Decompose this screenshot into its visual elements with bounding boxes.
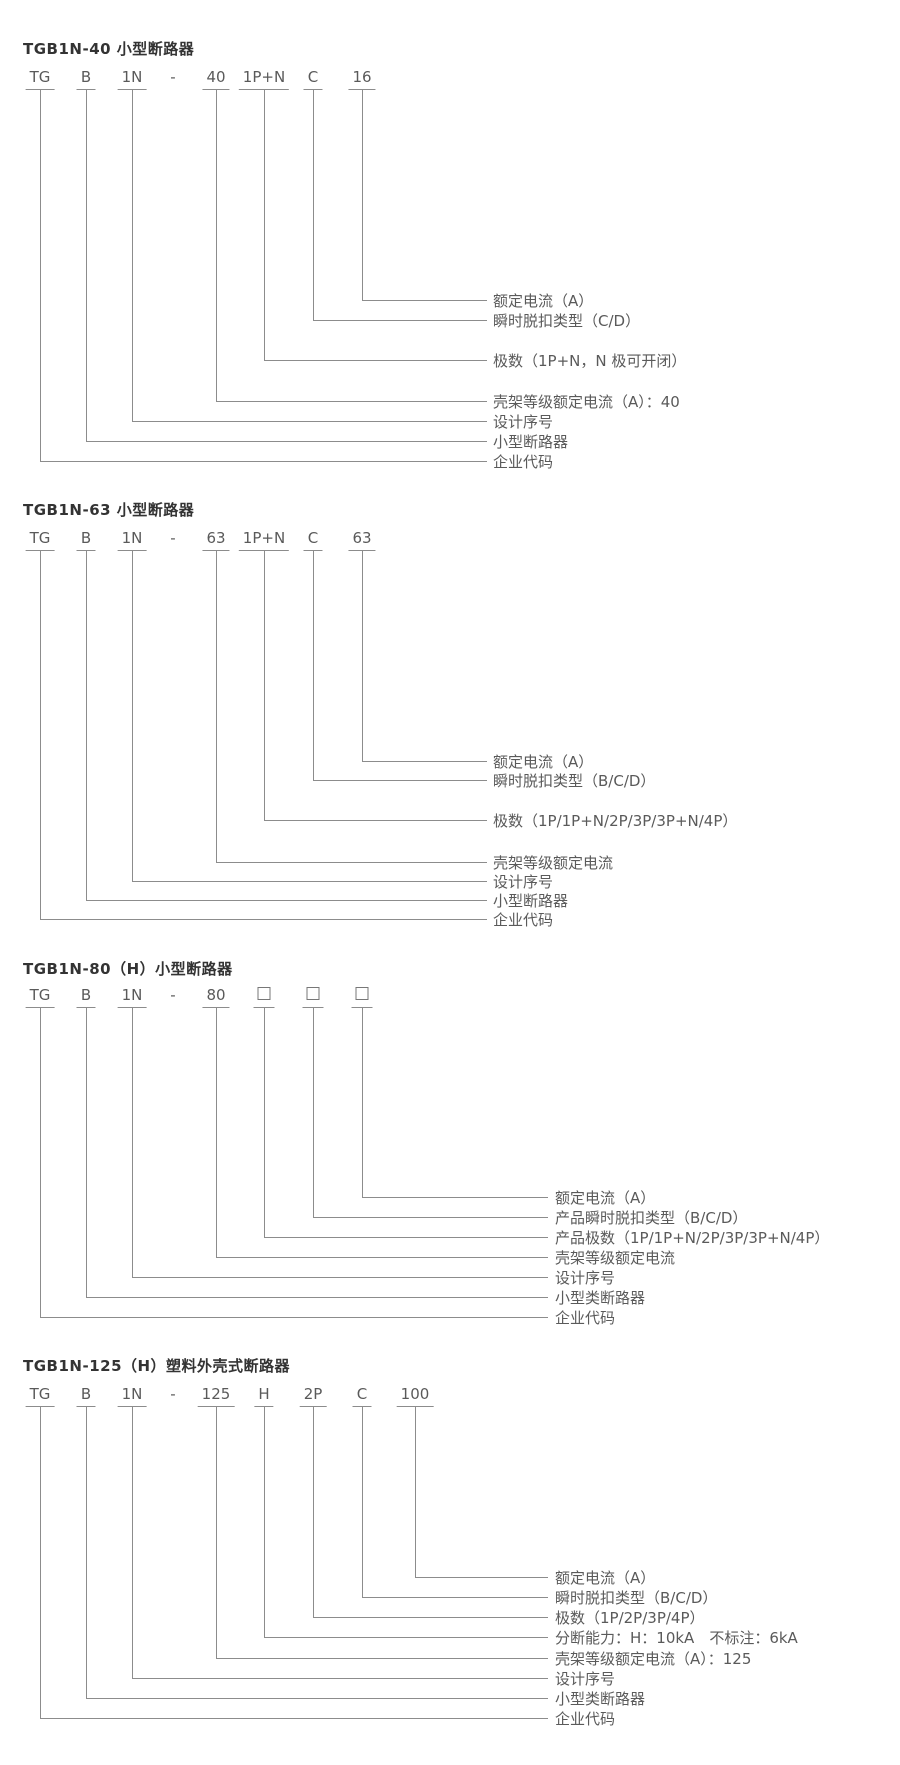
code-segment: 63 <box>348 528 376 551</box>
spec-label: 企业代码 <box>493 911 554 929</box>
section-title: TGB1N-125（H）塑料外壳式断路器 <box>23 1357 291 1375</box>
placeholder-box-icon <box>257 987 271 1000</box>
connector-line <box>132 551 487 882</box>
code-segment: TG <box>25 528 55 551</box>
connector-line <box>216 1008 548 1258</box>
connector-line <box>313 1407 548 1618</box>
code-segment: TG <box>25 67 55 90</box>
code-segment: B <box>76 67 96 90</box>
spec-label: 额定电流（A） <box>493 753 594 771</box>
spec-label: 产品极数（1P/1P+N/2P/3P/3P+N/4P） <box>555 1229 830 1247</box>
code-segment: C <box>303 67 323 90</box>
spec-label: 额定电流（A） <box>555 1569 656 1587</box>
spec-label: 设计序号 <box>493 873 554 891</box>
code-segment: 2P <box>299 1384 327 1407</box>
connector-line <box>86 90 487 442</box>
spec-label: 极数（1P+N，N 极可开闭） <box>493 352 687 370</box>
code-segment: H <box>254 1384 274 1407</box>
code-segment: C <box>303 528 323 551</box>
spec-label: 小型断路器 <box>493 433 569 451</box>
connector-line <box>216 1407 548 1659</box>
section-title: TGB1N-63 小型断路器 <box>23 501 195 519</box>
spec-label: 极数（1P/1P+N/2P/3P/3P+N/4P） <box>493 812 738 830</box>
spec-label: 壳架等级额定电流 <box>493 854 614 872</box>
code-segment: 40 <box>202 67 230 90</box>
code-segment: 1P+N <box>238 67 290 90</box>
connector-line <box>86 1407 548 1699</box>
section-title: TGB1N-80（H）小型断路器 <box>23 960 233 978</box>
code-segment: 16 <box>348 67 376 90</box>
code-segment: 1N <box>117 528 147 551</box>
code-segment: 1N <box>117 67 147 90</box>
spec-label: 额定电流（A） <box>493 292 594 310</box>
spec-label: 极数（1P/2P/3P/4P） <box>555 1609 705 1627</box>
code-segment: 1N <box>117 1384 147 1407</box>
spec-label: 小型类断路器 <box>555 1289 646 1307</box>
spec-label: 瞬时脱扣类型（C/D） <box>493 312 641 330</box>
placeholder-box-icon <box>306 987 320 1000</box>
code-segment: 1N <box>117 985 147 1008</box>
spec-label: 设计序号 <box>493 413 554 431</box>
connector-line <box>264 1008 548 1238</box>
code-segment: 125 <box>197 1384 235 1407</box>
placeholder-box-icon <box>355 987 369 1000</box>
connector-line <box>86 551 487 901</box>
spec-label: 壳架等级额定电流 <box>555 1249 676 1267</box>
code-segment: - <box>170 68 176 86</box>
connector-line <box>40 551 487 920</box>
spec-label: 设计序号 <box>555 1269 616 1287</box>
spec-label: 设计序号 <box>555 1670 616 1688</box>
connector-line <box>362 551 487 762</box>
code-segment: 63 <box>202 528 230 551</box>
spec-label: 小型断路器 <box>493 892 569 910</box>
spec-label: 分断能力：H：10kA 不标注：6kA <box>555 1629 798 1647</box>
spec-label: 产品瞬时脱扣类型（B/C/D） <box>555 1209 748 1227</box>
code-segment <box>253 985 275 1008</box>
code-segment: - <box>170 986 176 1004</box>
code-segment: 100 <box>396 1384 434 1407</box>
code-segment: C <box>352 1384 372 1407</box>
connector-line <box>86 1008 548 1298</box>
code-segment: - <box>170 1385 176 1403</box>
connector-line <box>132 90 487 422</box>
spec-label: 企业代码 <box>555 1710 616 1728</box>
spec-label: 壳架等级额定电流（A）：125 <box>555 1650 752 1668</box>
connector-line <box>415 1407 548 1578</box>
connector-line <box>313 1008 548 1218</box>
section-title: TGB1N-40 小型断路器 <box>23 40 195 58</box>
code-segment <box>351 985 373 1008</box>
connector-line <box>362 1407 548 1598</box>
connector-line <box>362 90 487 301</box>
code-segment: TG <box>25 985 55 1008</box>
code-segment: B <box>76 1384 96 1407</box>
connector-line <box>40 1008 548 1318</box>
spec-label: 壳架等级额定电流（A）：40 <box>493 393 680 411</box>
code-segment: B <box>76 985 96 1008</box>
connector-line <box>362 1008 548 1198</box>
code-segment: TG <box>25 1384 55 1407</box>
connector-line <box>132 1008 548 1278</box>
connector-line <box>313 551 487 781</box>
spec-label: 企业代码 <box>555 1309 616 1327</box>
code-segment: 80 <box>202 985 230 1008</box>
spec-label: 小型类断路器 <box>555 1690 646 1708</box>
connector-line <box>264 90 487 361</box>
code-segment: - <box>170 529 176 547</box>
connector-line <box>313 90 487 321</box>
spec-label: 额定电流（A） <box>555 1189 656 1207</box>
connector-line <box>40 1407 548 1719</box>
spec-label: 企业代码 <box>493 453 554 471</box>
connector-line <box>264 1407 548 1638</box>
spec-label: 瞬时脱扣类型（B/C/D） <box>555 1589 718 1607</box>
connector-line <box>40 90 487 462</box>
code-segment <box>302 985 324 1008</box>
spec-label: 瞬时脱扣类型（B/C/D） <box>493 772 656 790</box>
code-segment: B <box>76 528 96 551</box>
code-segment: 1P+N <box>238 528 290 551</box>
connector-line <box>132 1407 548 1679</box>
connector-line <box>216 90 487 402</box>
connector-line <box>216 551 487 863</box>
connector-line <box>264 551 487 821</box>
